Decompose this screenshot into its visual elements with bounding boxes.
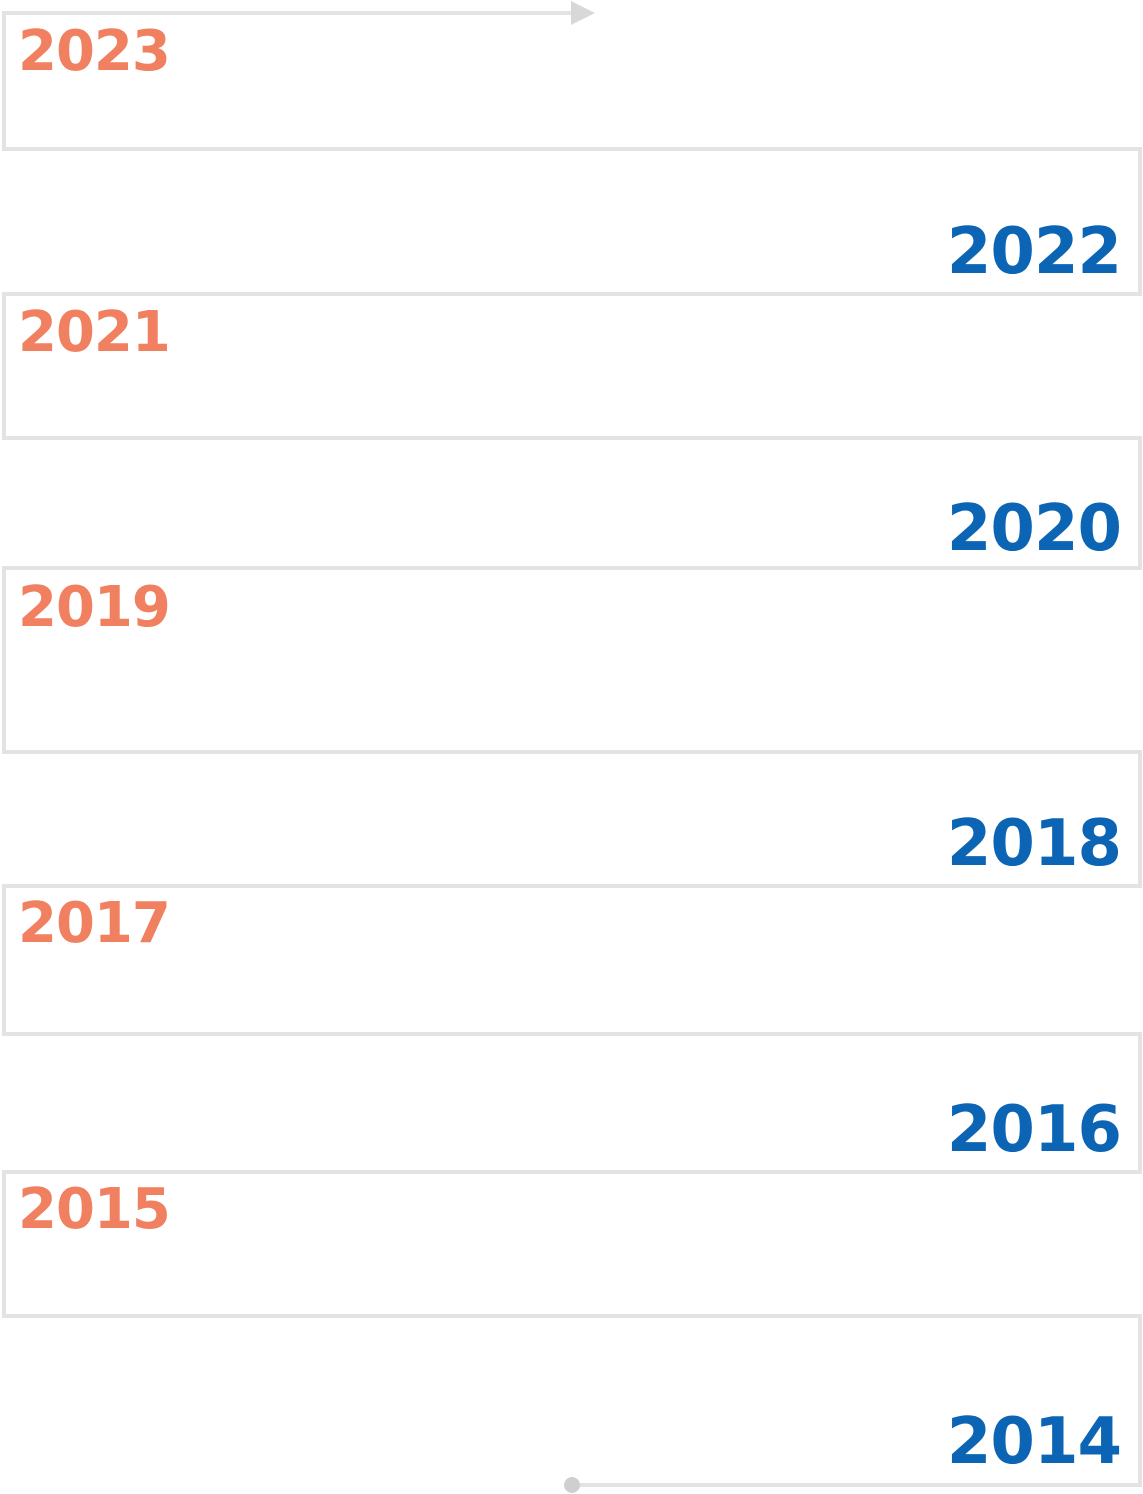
year-label-2014: 2014: [946, 1405, 1122, 1479]
year-label-2019: 2019: [18, 575, 171, 640]
year-label-2018: 2018: [946, 807, 1122, 881]
year-label-2015: 2015: [18, 1177, 171, 1242]
timeline-line: [2, 11, 1142, 1487]
circle-dot-icon: [564, 1477, 580, 1493]
year-label-2016: 2016: [946, 1093, 1122, 1167]
year-label-2023: 2023: [18, 19, 171, 84]
year-label-2021: 2021: [18, 300, 171, 365]
year-label-2020: 2020: [946, 492, 1122, 566]
year-label-2022: 2022: [946, 215, 1122, 289]
arrow-right-icon: [571, 1, 595, 25]
year-label-2017: 2017: [18, 891, 171, 956]
